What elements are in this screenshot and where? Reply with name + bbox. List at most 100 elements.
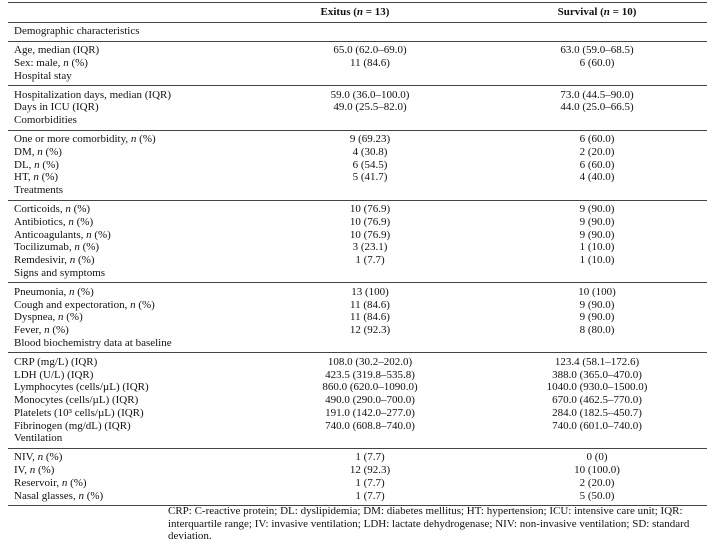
section-title: Signs and symptoms	[14, 266, 106, 279]
row-label: NIV, n (%)	[14, 451, 63, 464]
survival-value: 1040.0 (930.0–1500.0)	[546, 381, 648, 394]
footnote: CRP: C-reactive protein; DL: dyslipidemi…	[168, 505, 690, 542]
row-label: Platelets (10³ cells/µL) (IQR)	[14, 406, 144, 419]
row-label: LDH (U/L) (IQR)	[14, 368, 94, 381]
row-label: DM, n (%)	[14, 145, 62, 158]
survival-value: 8 (80.0)	[579, 324, 615, 336]
survival-value: 4 (40.0)	[579, 171, 615, 184]
exitus-value: 12 (92.3)	[349, 464, 391, 476]
section-rule	[8, 282, 707, 284]
exitus-value: 1 (7.7)	[355, 451, 385, 464]
row-label: CRP (mg/L) (IQR)	[14, 355, 98, 368]
exitus-value: 10 (76.9)	[349, 203, 391, 215]
survival-value: 10 (100.0)	[574, 464, 620, 476]
row-label: Days in ICU (IQR)	[14, 101, 99, 114]
row-label: Corticoids, n (%)	[14, 203, 91, 215]
survival-value: 9 (90.0)	[579, 215, 615, 228]
row-label: Remdesivir, n (%)	[14, 254, 95, 266]
exitus-value: 13 (100)	[351, 285, 389, 298]
exitus-value: 3 (23.1)	[352, 241, 388, 254]
survival-value: 0 (0)	[586, 451, 608, 464]
survival-value: 284.0 (182.5–450.7)	[552, 406, 642, 419]
exitus-value: 860.0 (620.0–1090.0)	[322, 381, 418, 394]
survival-value: 6 (60.0)	[579, 133, 615, 145]
row-label: HT, n (%)	[14, 171, 59, 184]
survival-value: 6 (60.0)	[579, 56, 615, 69]
exitus-value: 1 (7.7)	[355, 489, 385, 502]
exitus-value: 490.0 (290.0–700.0)	[325, 394, 415, 406]
section-title: Ventilation	[14, 432, 63, 445]
exitus-value: 5 (41.7)	[352, 171, 388, 184]
section-rule	[8, 40, 707, 42]
row-label: Anticoagulants, n (%)	[14, 228, 111, 241]
exitus-value: 9 (69.23)	[349, 133, 391, 145]
row-label: Fever, n (%)	[14, 324, 69, 336]
row-label: Pneumonia, n (%)	[14, 285, 94, 298]
exitus-value: 740.0 (608.8–740.0)	[325, 419, 415, 432]
exitus-value: 4 (30.8)	[352, 145, 388, 158]
row-label: Antibiotics, n (%)	[14, 215, 94, 228]
row-label: Cough and expectoration, n (%)	[14, 298, 155, 311]
survival-value: 1 (10.0)	[579, 254, 615, 266]
survival-value: 5 (50.0)	[579, 489, 615, 502]
bottom-rule	[8, 505, 707, 506]
exitus-value: 423.5 (319.8–535.8)	[325, 368, 415, 381]
survival-value: 740.0 (601.0–740.0)	[552, 419, 642, 432]
survival-value: 388.0 (365.0–470.0)	[552, 368, 642, 381]
survival-value: 44.0 (25.0–66.5)	[560, 101, 634, 114]
exitus-value: 11 (84.6)	[350, 311, 390, 324]
row-label: Dyspnea, n (%)	[14, 311, 83, 324]
exitus-value: 108.0 (30.2–202.0)	[327, 355, 413, 368]
survival-value: 10 (100)	[578, 285, 616, 298]
section-title: Hospital stay	[14, 69, 72, 82]
section-rule	[8, 85, 707, 86]
exitus-value: 1 (7.7)	[355, 476, 385, 489]
row-label: Age, median (IQR)	[14, 44, 100, 56]
row-label: Lymphocytes (cells/µL) (IQR)	[14, 381, 149, 394]
section-title: Comorbidities	[14, 114, 77, 126]
survival-value: 9 (90.0)	[579, 203, 615, 215]
survival-value: 9 (90.0)	[579, 298, 615, 311]
survival-value: 9 (90.0)	[579, 228, 615, 241]
exitus-value: 11 (84.6)	[350, 56, 390, 69]
section-rule	[8, 447, 707, 449]
exitus-value: 1 (7.7)	[355, 254, 385, 266]
survival-value: 73.0 (44.5–90.0)	[560, 88, 634, 101]
top-rule	[8, 2, 707, 3]
survival-value: 123.4 (58.1–172.6)	[554, 355, 640, 368]
survival-value: 9 (90.0)	[579, 311, 615, 324]
row-label: Hospitalization days, median (IQR)	[14, 88, 172, 101]
column-header: Survival (n = 10)	[557, 6, 637, 18]
header-rule	[8, 22, 707, 23]
exitus-value: 10 (76.9)	[349, 228, 391, 241]
section-title: Treatments	[14, 184, 64, 196]
exitus-value: 59.0 (36.0–100.0)	[330, 88, 410, 101]
exitus-value: 191.0 (142.0–277.0)	[325, 406, 415, 419]
row-label: Tocilizumab, n (%)	[14, 241, 100, 254]
row-label: IV, n (%)	[14, 464, 55, 476]
section-rule	[8, 129, 707, 131]
exitus-value: 10 (76.9)	[349, 215, 391, 228]
survival-value: 670.0 (462.5–770.0)	[552, 394, 642, 406]
exitus-value: 11 (84.6)	[350, 298, 390, 311]
section-rule	[8, 352, 707, 354]
survival-value: 6 (60.0)	[579, 158, 615, 171]
exitus-value: 49.0 (25.5–82.0)	[333, 101, 407, 114]
exitus-value: 65.0 (62.0–69.0)	[333, 44, 407, 56]
row-label: Reservoir, n (%)	[14, 476, 87, 489]
exitus-value: 12 (92.3)	[349, 324, 391, 336]
survival-value: 2 (20.0)	[579, 145, 615, 158]
section-title: Demographic characteristics	[14, 25, 140, 37]
row-label: Sex: male, n (%)	[14, 56, 88, 69]
column-header: Exitus (n = 13)	[320, 6, 390, 18]
survival-value: 1 (10.0)	[579, 241, 615, 254]
row-label: One or more comorbidity, n (%)	[14, 133, 156, 145]
survival-value: 63.0 (59.0–68.5)	[560, 44, 634, 56]
section-title: Blood biochemistry data at baseline	[14, 336, 172, 349]
row-label: Monocytes (cells/µL) (IQR)	[14, 394, 139, 406]
row-label: DL, n (%)	[14, 158, 59, 171]
row-label: Nasal glasses, n (%)	[14, 489, 104, 502]
section-rule	[8, 199, 707, 201]
survival-value: 2 (20.0)	[579, 476, 615, 489]
